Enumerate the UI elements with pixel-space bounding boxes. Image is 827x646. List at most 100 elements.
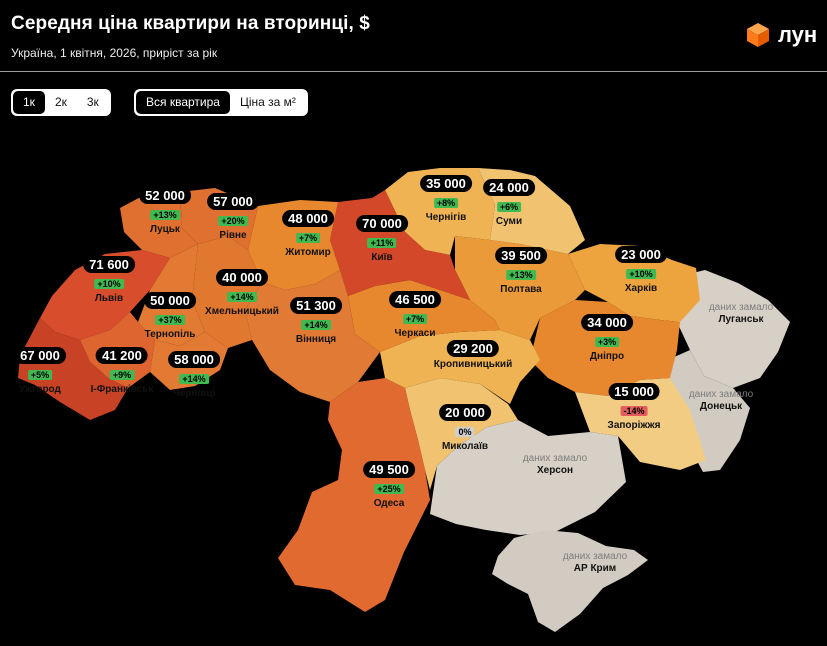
region-zakarpattia[interactable] bbox=[18, 318, 128, 420]
region-label-kropyvnytskyi[interactable]: 29 200 Кропивницький bbox=[434, 340, 512, 370]
change-badge: +8% bbox=[433, 198, 459, 208]
tab-2-rooms[interactable]: 2к bbox=[54, 95, 67, 109]
price-value: 39 500 bbox=[495, 247, 547, 264]
region-label-ternopil[interactable]: 50 000 +37% Тернопіль bbox=[144, 292, 196, 340]
city-name: Запоріжжя bbox=[607, 420, 661, 431]
change-badge: +14% bbox=[227, 292, 257, 302]
region-kherson[interactable] bbox=[430, 420, 626, 535]
city-name: Донецьк bbox=[699, 401, 743, 412]
change-badge: +14% bbox=[179, 374, 209, 384]
region-label-khmelnytskyi[interactable]: 40 000 +14% Хмельницький bbox=[205, 269, 279, 317]
city-name: Черкаси bbox=[394, 328, 436, 339]
price-value: 23 000 bbox=[615, 246, 667, 263]
change-badge: +25% bbox=[374, 484, 404, 494]
city-name: Хмельницький bbox=[205, 306, 279, 317]
price-value: 50 000 bbox=[144, 292, 196, 309]
no-data-note: даних замало bbox=[562, 551, 628, 562]
region-kharkiv[interactable] bbox=[568, 244, 700, 322]
change-badge: +14% bbox=[301, 320, 331, 330]
city-name: І-Франківськ bbox=[90, 384, 154, 395]
region-label-sumy[interactable]: 24 000 +6% Суми bbox=[483, 179, 535, 227]
price-value: 58 000 bbox=[168, 351, 220, 368]
change-badge: +7% bbox=[295, 233, 321, 243]
no-data-note: даних замало bbox=[708, 302, 774, 313]
price-value: 46 500 bbox=[389, 291, 441, 308]
change-badge: +10% bbox=[626, 269, 656, 279]
region-label-chernivtsi[interactable]: 58 000 +14% Чернівці bbox=[168, 351, 220, 399]
city-name: Тернопіль bbox=[144, 329, 196, 340]
page-title: Середня ціна квартири на вторинці, $ bbox=[11, 13, 370, 34]
region-crimea[interactable] bbox=[492, 530, 648, 632]
change-badge: 0% bbox=[455, 427, 475, 437]
region-label-chernihiv[interactable]: 35 000 +8% Чернігів bbox=[420, 175, 472, 223]
tab-3-rooms[interactable]: 3к bbox=[86, 95, 99, 109]
region-label-vinnytsia[interactable]: 51 300 +14% Вінниця bbox=[290, 297, 342, 345]
region-label-poltava[interactable]: 39 500 +13% Полтава bbox=[495, 247, 547, 295]
region-label-ivano-frankivsk[interactable]: 41 200 +9% І-Франківськ bbox=[90, 347, 154, 395]
tab-price-per-sqm[interactable]: Ціна за м² bbox=[239, 95, 296, 109]
price-value: 67 000 bbox=[14, 347, 66, 364]
region-label-zaporizhzhia[interactable]: 15 000 -14% Запоріжжя bbox=[607, 383, 661, 431]
region-label-odesa[interactable]: 49 500 +25% Одеса bbox=[363, 461, 415, 509]
region-vinnytsia[interactable] bbox=[245, 270, 380, 402]
price-value: 49 500 bbox=[363, 461, 415, 478]
price-value: 41 200 bbox=[96, 347, 148, 364]
cube-logo-icon bbox=[747, 23, 769, 47]
region-odesa[interactable] bbox=[278, 378, 430, 612]
page-header: Середня ціна квартири на вторинці, $ Укр… bbox=[0, 0, 827, 72]
region-kirovohrad[interactable] bbox=[380, 330, 540, 404]
region-label-lutsk[interactable]: 52 000 +13% Луцьк bbox=[139, 187, 191, 235]
region-label-zhytomyr[interactable]: 48 000 +7% Житомир bbox=[282, 210, 334, 258]
region-volyn[interactable] bbox=[120, 192, 198, 258]
price-value: 20 000 bbox=[439, 404, 491, 421]
region-label-kharkiv[interactable]: 23 000 +10% Харків bbox=[615, 246, 667, 294]
region-label-rivne[interactable]: 57 000 +20% Рівне bbox=[207, 193, 259, 241]
change-badge: +13% bbox=[506, 270, 536, 280]
price-type-tabs: Вся квартира Ціна за м² bbox=[134, 89, 308, 116]
region-label-kyiv[interactable]: 70 000 +11% Київ bbox=[356, 215, 408, 263]
price-value: 15 000 bbox=[608, 383, 660, 400]
city-name: Луцьк bbox=[150, 224, 180, 235]
no-data-note: даних замало bbox=[522, 453, 588, 464]
price-value: 57 000 bbox=[207, 193, 259, 210]
lun-logo[interactable]: лун bbox=[745, 22, 817, 48]
change-badge: +5% bbox=[27, 370, 53, 380]
price-value: 34 000 bbox=[581, 314, 633, 331]
region-zaporizhzhia[interactable] bbox=[575, 378, 706, 470]
no-data-donetsk[interactable]: даних замало Донецьк bbox=[689, 389, 753, 412]
city-name: Ужгород bbox=[19, 384, 61, 395]
city-name: АР Крим bbox=[573, 563, 617, 574]
logo-text: лун bbox=[778, 22, 818, 47]
no-data-crimea[interactable]: даних замало АР Крим bbox=[563, 551, 627, 574]
city-name: Суми bbox=[495, 216, 523, 227]
price-value: 70 000 bbox=[356, 215, 408, 232]
region-poltava[interactable] bbox=[455, 236, 585, 340]
change-badge: +6% bbox=[496, 202, 522, 212]
change-badge: +20% bbox=[218, 216, 248, 226]
region-luhansk[interactable] bbox=[677, 270, 790, 388]
city-name: Рівне bbox=[219, 230, 247, 241]
price-value: 24 000 bbox=[483, 179, 535, 196]
price-value: 51 300 bbox=[290, 297, 342, 314]
city-name: Житомир bbox=[285, 247, 331, 258]
region-label-cherkasy[interactable]: 46 500 +7% Черкаси bbox=[389, 291, 441, 339]
region-label-uzhhorod[interactable]: 67 000 +5% Ужгород bbox=[14, 347, 66, 395]
region-label-lviv[interactable]: 71 600 +10% Львів bbox=[83, 256, 135, 304]
city-name: Херсон bbox=[536, 465, 574, 476]
tab-whole-apartment[interactable]: Вся квартира bbox=[136, 91, 230, 114]
region-lviv[interactable] bbox=[40, 250, 170, 340]
page-subtitle: Україна, 1 квітня, 2026, приріст за рік bbox=[11, 46, 218, 60]
region-label-dnipro[interactable]: 34 000 +3% Дніпро bbox=[581, 314, 633, 362]
price-value: 48 000 bbox=[282, 210, 334, 227]
city-name: Львів bbox=[94, 293, 124, 304]
no-data-kherson[interactable]: даних замало Херсон bbox=[523, 453, 587, 476]
tab-1-room[interactable]: 1к bbox=[13, 91, 45, 114]
region-dnipro[interactable] bbox=[530, 300, 680, 396]
region-label-mykolaiv[interactable]: 20 000 0% Миколаїв bbox=[439, 404, 491, 452]
price-value: 35 000 bbox=[420, 175, 472, 192]
no-data-luhansk[interactable]: даних замало Луганськ bbox=[709, 302, 773, 325]
city-name: Чернігів bbox=[425, 212, 467, 223]
region-khmelnytskyi[interactable] bbox=[192, 236, 262, 348]
change-badge: +10% bbox=[94, 279, 124, 289]
room-count-tabs: 1к 2к 3к bbox=[11, 89, 111, 116]
